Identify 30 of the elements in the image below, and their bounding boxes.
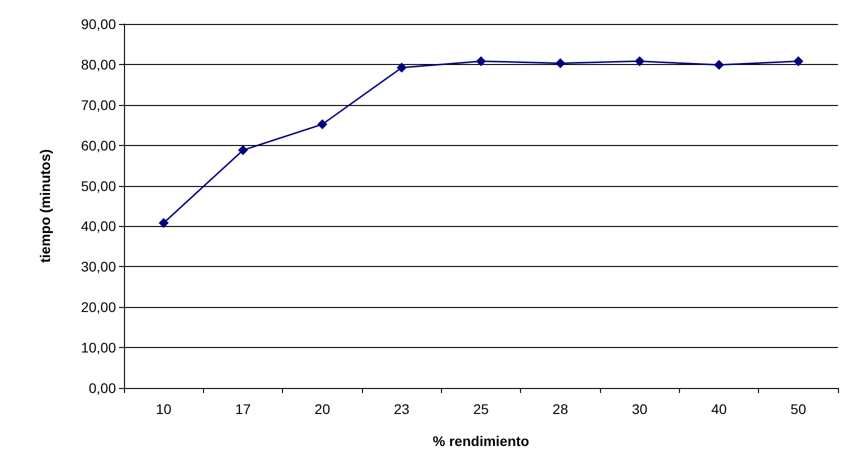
point (793, 56, 804, 66)
x-tick-label: 25 (473, 401, 489, 417)
point (555, 58, 566, 68)
point (158, 218, 169, 228)
x-tick-label: 17 (235, 401, 251, 417)
y-tick-label: 70,00 (80, 96, 116, 113)
y-tick-label: 20,00 (80, 299, 116, 316)
point (317, 119, 328, 130)
point (238, 145, 248, 156)
x-tick-label: 20 (314, 401, 330, 417)
x-axis-title: % rendimiento (432, 433, 530, 449)
x-tick-label: 50 (790, 401, 806, 417)
point (476, 56, 486, 66)
point (634, 56, 645, 66)
y-tick-label: 10,00 (80, 340, 116, 356)
x-tick-label: 23 (394, 401, 410, 417)
y-tick-label: 60,00 (80, 137, 116, 154)
point (396, 62, 407, 73)
x-tick-label: 40 (711, 401, 727, 417)
x-tick-label: 10 (156, 401, 172, 417)
y-tick-label: 30,00 (80, 258, 116, 275)
y-tick-label: 90,00 (80, 16, 116, 32)
x-tick-label: 30 (632, 401, 648, 417)
y-tick-label: 0,00 (88, 380, 116, 396)
y-tick-label: 50,00 (80, 178, 116, 194)
y-tick-label: 80,00 (80, 56, 116, 72)
y-axis-title: tiempo (minutos) (37, 149, 53, 263)
point (714, 60, 724, 70)
y-tick-label: 40,00 (80, 218, 116, 234)
x-tick-label: 28 (552, 401, 568, 417)
